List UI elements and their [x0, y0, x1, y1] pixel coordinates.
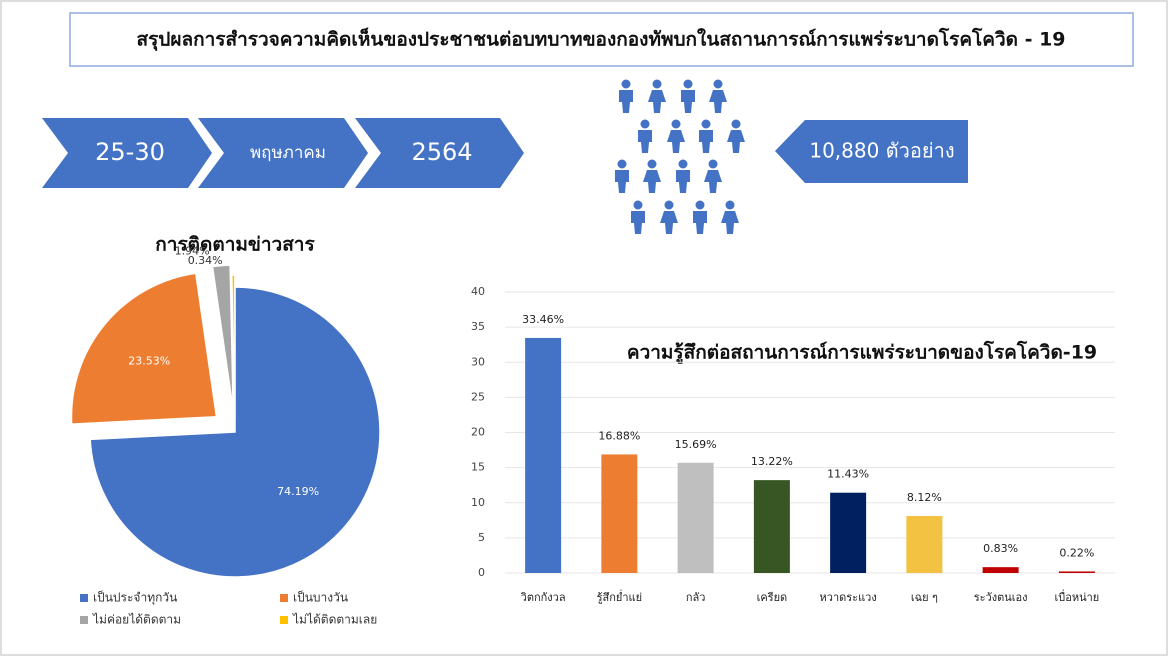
pie-value-label: 1.94% — [175, 245, 210, 258]
bar — [601, 454, 638, 573]
person-head — [617, 159, 627, 169]
bar-value-label: 16.88% — [598, 429, 640, 442]
sample-arrow — [775, 120, 968, 183]
person-head — [652, 79, 662, 89]
banner-year: 2564 — [411, 138, 472, 166]
person-head — [695, 200, 705, 210]
bar — [525, 337, 562, 573]
legend-label: ไม่ค่อยได้ติดตาม — [92, 613, 181, 627]
bar-value-label: 13.22% — [751, 455, 793, 468]
person-head — [647, 159, 657, 169]
x-tick-label: รู้สึกย่ำแย่ — [597, 589, 642, 604]
legend-label: เป็นประจำทุกวัน — [93, 590, 177, 606]
bar — [753, 480, 790, 573]
x-tick-label: เฉย ๆ — [911, 591, 938, 604]
header-box — [69, 12, 1134, 67]
person-body — [704, 170, 722, 193]
person-body — [721, 211, 739, 234]
sample-count: 10,880 ตัวอย่าง — [809, 139, 954, 163]
person-body — [699, 130, 713, 153]
person-body — [619, 90, 633, 113]
bar — [677, 462, 714, 573]
bar — [830, 492, 867, 573]
chevron — [42, 118, 212, 188]
legend-swatch — [280, 616, 288, 624]
person-body — [638, 130, 652, 153]
person-head — [678, 159, 688, 169]
person-body — [727, 130, 745, 153]
chevron — [198, 118, 368, 188]
pie-slice — [70, 272, 218, 425]
y-tick-label: 15 — [471, 461, 485, 474]
bar-value-label: 8.12% — [907, 491, 942, 504]
banner-month: พฤษภาคม — [250, 143, 326, 163]
y-tick-label: 0 — [478, 566, 485, 579]
person-body — [667, 130, 685, 153]
bar-title: ความรู้สึกต่อสถานการณ์การแพร่ระบาดของโรค… — [627, 341, 1097, 365]
x-tick-label: วิตกกังวล — [520, 591, 566, 604]
person-body — [631, 211, 645, 234]
person-head — [671, 119, 681, 129]
y-tick-label: 25 — [471, 390, 485, 403]
x-tick-label: เบื่อหน่าย — [1055, 589, 1100, 604]
pie-slice — [231, 274, 236, 421]
legend-swatch — [80, 594, 88, 602]
person-head — [621, 79, 631, 89]
person-head — [731, 119, 741, 129]
pie-title: การติดตามข่าวสาร — [155, 234, 315, 256]
pie-slice — [89, 286, 381, 578]
y-tick-label: 35 — [471, 320, 485, 333]
bar — [906, 515, 943, 573]
person-body — [693, 211, 707, 234]
legend-swatch — [280, 594, 288, 602]
person-body — [660, 211, 678, 234]
person-body — [681, 90, 695, 113]
x-tick-label: เครียด — [757, 591, 788, 604]
person-head — [713, 79, 723, 89]
person-head — [640, 119, 650, 129]
person-head — [664, 200, 674, 210]
bar-value-label: 15.69% — [675, 438, 717, 451]
bar — [1058, 571, 1095, 573]
person-body — [676, 170, 690, 193]
legend-label: เป็นบางวัน — [293, 590, 348, 605]
y-tick-label: 10 — [471, 496, 485, 509]
person-head — [708, 159, 718, 169]
person-body — [643, 170, 661, 193]
pie-value-label: 23.53% — [128, 354, 170, 367]
x-tick-label: ระวังตนเอง — [974, 591, 1028, 604]
bar-value-label: 0.83% — [983, 542, 1018, 555]
x-tick-label: กลัว — [686, 591, 706, 604]
person-head — [683, 79, 693, 89]
legend-label: ไม่ได้ติดตามเลย — [292, 613, 377, 627]
person-head — [633, 200, 643, 210]
person-head — [725, 200, 735, 210]
person-body — [648, 90, 666, 113]
x-tick-label: หวาดระแวง — [820, 591, 877, 604]
y-tick-label: 20 — [471, 426, 485, 439]
header-title: สรุปผลการสำรวจความคิดเห็นของประชาชนต่อบท… — [136, 27, 1065, 52]
pie-value-label: 74.19% — [277, 485, 319, 498]
person-body — [615, 170, 629, 193]
person-body — [709, 90, 727, 113]
person-head — [701, 119, 711, 129]
bar-value-label: 33.46% — [522, 313, 564, 326]
legend-swatch — [80, 616, 88, 624]
banner-days: 25-30 — [95, 138, 165, 166]
people-icons — [615, 79, 745, 234]
bar-value-label: 11.43% — [827, 468, 869, 481]
pie-slice — [211, 264, 234, 411]
bar — [982, 567, 1019, 573]
y-tick-label: 40 — [471, 285, 485, 298]
y-tick-label: 30 — [471, 355, 485, 368]
pie-value-label: 0.34% — [188, 254, 223, 267]
chevron — [355, 118, 524, 188]
bar-value-label: 0.22% — [1059, 546, 1094, 559]
y-tick-label: 5 — [478, 531, 485, 544]
